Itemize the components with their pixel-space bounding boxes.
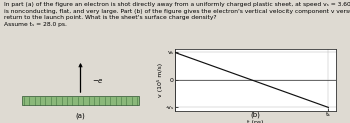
X-axis label: t (ps): t (ps): [247, 120, 264, 123]
Y-axis label: v (10⁵ m/s): v (10⁵ m/s): [156, 63, 163, 97]
Text: (b): (b): [251, 112, 260, 118]
Text: $-e$: $-e$: [92, 77, 104, 85]
Text: (a): (a): [76, 113, 85, 119]
FancyBboxPatch shape: [22, 96, 139, 105]
Text: In part (a) of the figure an electron is shot directly away from a uniformly cha: In part (a) of the figure an electron is…: [4, 1, 350, 27]
